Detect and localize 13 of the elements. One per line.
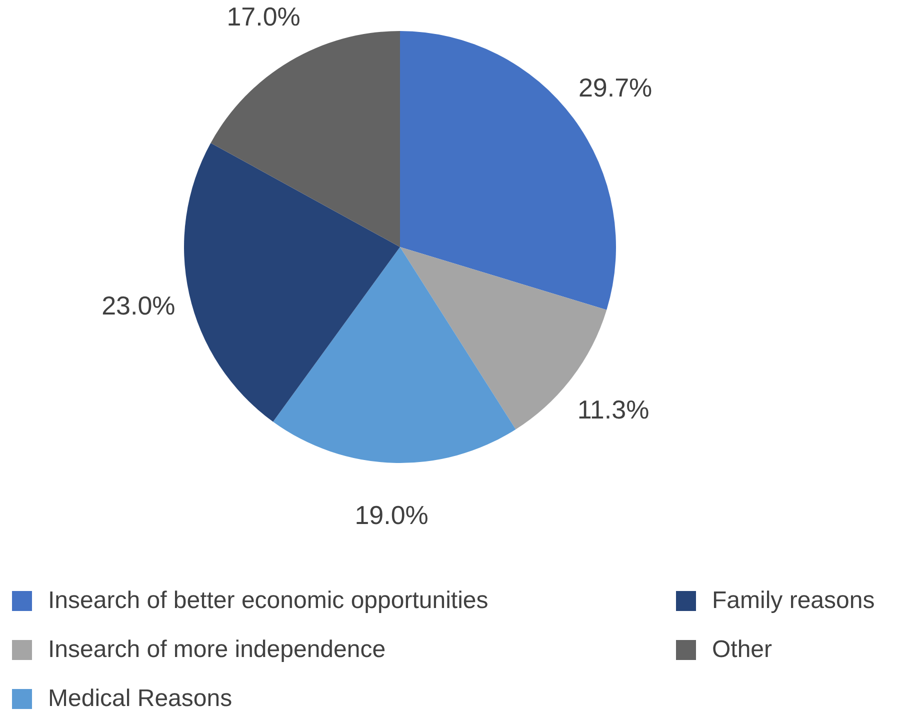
data-label: 17.0% (226, 1, 300, 32)
legend-label: Medical Reasons (48, 685, 232, 713)
pie-slice (184, 142, 400, 422)
data-label: 19.0% (354, 500, 428, 530)
data-label: 11.3% (577, 394, 650, 424)
data-label: 23.0% (102, 290, 176, 320)
legend-label: Insearch of more independence (48, 636, 386, 664)
pie-slice (210, 31, 400, 247)
legend-label: Other (712, 636, 772, 664)
pie-slice (273, 247, 516, 463)
legend-label: Family reasons (712, 587, 875, 615)
data-label: 29.7% (578, 72, 652, 102)
legend-label: Insearch of better economic opportunities (48, 587, 488, 615)
